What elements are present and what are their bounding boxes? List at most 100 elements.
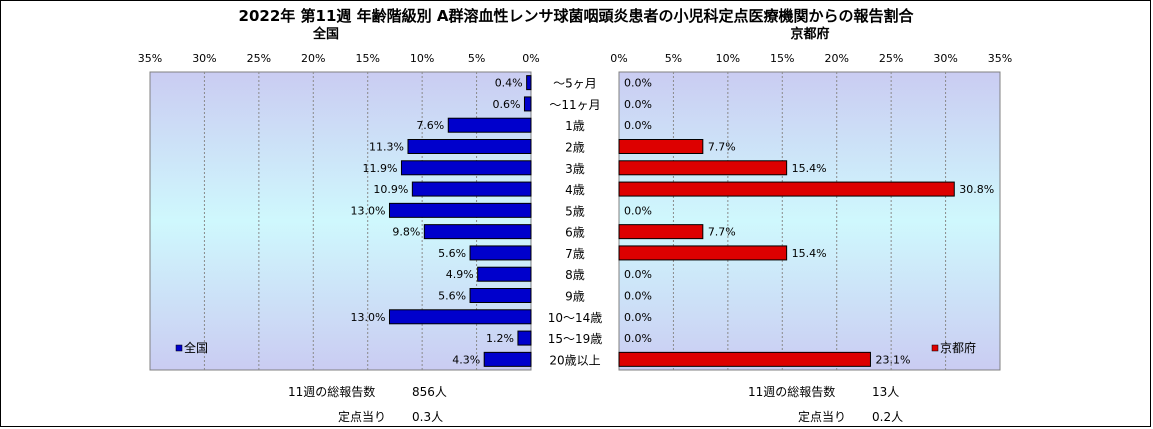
kyoto-tick-label: 20%: [824, 52, 848, 65]
national-data-label: 5.6%: [438, 290, 466, 303]
kyoto-data-label: 0.0%: [624, 204, 652, 217]
national-tick-label: 0%: [522, 52, 539, 65]
age-category-label: 20歳以上: [549, 353, 600, 367]
kyoto-data-label: 15.4%: [792, 247, 827, 260]
kyoto-tick-label: 10%: [716, 52, 740, 65]
age-category-label: 3歳: [565, 162, 585, 176]
national-bar: [483, 351, 532, 367]
national-bar: [423, 224, 532, 240]
national-data-label: 13.0%: [351, 311, 386, 324]
national-data-label: 0.4%: [495, 77, 523, 90]
kyoto-legend-swatch: [931, 344, 939, 352]
kyoto-bar: [618, 224, 704, 240]
national-per-value: 0.3人: [412, 410, 444, 424]
age-category-label: 4歳: [565, 183, 585, 197]
kyoto-bar: [618, 139, 704, 154]
national-per-label: 定点当り: [338, 410, 387, 424]
kyoto-data-label: 15.4%: [792, 162, 827, 175]
national-data-label: 13.0%: [351, 204, 386, 217]
age-category-label: 5歳: [565, 204, 585, 218]
national-tick-label: 15%: [355, 52, 379, 65]
national-data-label: 4.3%: [452, 353, 480, 366]
national-data-label: 10.9%: [373, 183, 408, 196]
national-tick-label: 5%: [468, 52, 485, 65]
kyoto-tick-label: 25%: [879, 52, 903, 65]
kyoto-data-label: 7.7%: [708, 226, 736, 239]
national-data-label: 0.6%: [493, 98, 521, 111]
age-category-label: ～11ヶ月: [549, 98, 600, 112]
kyoto-data-label: 0.0%: [624, 311, 652, 324]
age-category-label: 2歳: [565, 141, 585, 155]
age-category-label: 15～19歳: [548, 332, 603, 346]
age-category-labels: ～5ヶ月 ～11ヶ月 1歳 2歳 3歳 4歳 5歳 6歳 7歳 8歳 9歳 10～14歳 15～19歳 2…: [548, 77, 603, 368]
kyoto-data-label: 0.0%: [624, 332, 652, 345]
national-bar: [388, 309, 532, 325]
kyoto-data-label: 7.7%: [708, 141, 736, 154]
kyoto-bar: [618, 351, 871, 367]
kyoto-per-label: 定点当り: [798, 410, 847, 424]
panel-title-kyoto: 京都府: [790, 26, 829, 42]
national-tick-label: 30%: [192, 52, 216, 65]
kyoto-tick-label: 0%: [610, 52, 627, 65]
national-bar: [523, 96, 532, 112]
national-bar: [407, 139, 532, 154]
kyoto-data-label: 0.0%: [624, 119, 652, 132]
national-bar: [388, 202, 532, 218]
national-bar: [469, 288, 532, 303]
kyoto-data-label: 0.0%: [624, 290, 652, 303]
national-plot-area: [149, 71, 532, 371]
national-bar: [477, 266, 532, 282]
national-data-label: 4.9%: [446, 268, 474, 281]
kyoto-total-value: 13人: [872, 385, 900, 399]
national-total-label: 11週の総報告数: [288, 385, 376, 399]
national-bar: [526, 75, 532, 91]
age-category-label: 10～14歳: [548, 311, 603, 325]
national-data-label: 1.2%: [486, 332, 514, 345]
national-data-label: 11.3%: [369, 141, 404, 154]
national-tick-label: 20%: [301, 52, 325, 65]
age-category-label: 9歳: [565, 290, 585, 304]
kyoto-tick-label: 15%: [770, 52, 794, 65]
kyoto-data-label: 0.0%: [624, 77, 652, 90]
national-bar: [469, 245, 532, 261]
kyoto-legend-label: 京都府: [940, 340, 976, 355]
chart-title: 2022年 第11週 年齢階級別 A群溶血性レンサ球菌咽頭炎患者の小児科定点医療…: [239, 7, 915, 25]
kyoto-data-label: 30.8%: [959, 183, 994, 196]
age-category-label: 7歳: [565, 247, 585, 261]
national-bar: [517, 330, 532, 346]
kyoto-bar: [618, 245, 788, 261]
age-category-label: ～5ヶ月: [553, 77, 597, 91]
kyoto-tick-label: 5%: [665, 52, 682, 65]
national-legend-label: 全国: [184, 340, 208, 355]
age-category-label: 6歳: [565, 226, 585, 240]
age-category-label: 1歳: [565, 119, 585, 133]
national-tick-label: 10%: [410, 52, 434, 65]
national-tick-label: 25%: [247, 52, 271, 65]
national-data-label: 7.6%: [416, 119, 444, 132]
national-bar: [400, 160, 532, 176]
national-data-label: 9.8%: [392, 226, 420, 239]
national-tick-label: 35%: [138, 52, 162, 65]
national-data-label: 11.9%: [363, 162, 398, 175]
panel-title-national: 全国: [312, 26, 339, 42]
kyoto-tick-label: 30%: [933, 52, 957, 65]
kyoto-per-value: 0.2人: [872, 410, 904, 424]
kyoto-data-label: 23.1%: [875, 353, 910, 366]
kyoto-tick-label: 35%: [988, 52, 1012, 65]
kyoto-data-label: 0.0%: [624, 268, 652, 281]
kyoto-total-label: 11週の総報告数: [748, 385, 836, 399]
kyoto-plot-area: [618, 71, 1001, 371]
kyoto-bar: [618, 160, 788, 176]
kyoto-panel: 0% 5% 10% 15% 20% 25% 30% 35% 0.0% 0.0% 0.0% 7.7% 15…: [610, 52, 1012, 371]
national-bar: [447, 117, 532, 133]
national-legend-swatch: [175, 344, 183, 352]
kyoto-bar: [618, 181, 955, 197]
national-total-value: 856人: [412, 385, 447, 399]
national-panel: 0% 5% 10% 15% 20% 25% 30% 35% 0.4% 0.6% 7.6% 11.3% 1…: [138, 52, 540, 371]
age-category-label: 8歳: [565, 268, 585, 282]
national-bar: [411, 181, 532, 197]
national-data-label: 5.6%: [438, 247, 466, 260]
kyoto-data-label: 0.0%: [624, 98, 652, 111]
